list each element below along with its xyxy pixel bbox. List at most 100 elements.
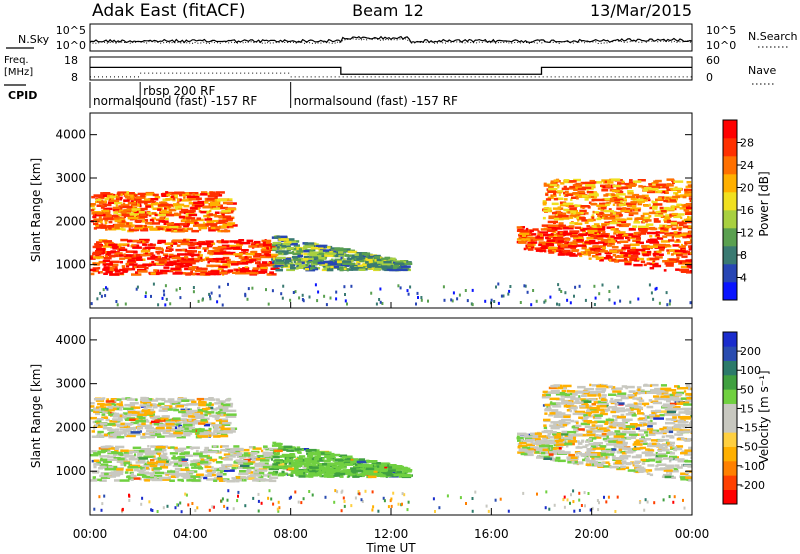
echo-cell [630,207,642,210]
noise-cell [218,285,221,289]
echo-cell [331,465,338,468]
echo-cell [166,228,172,232]
echo-cell [126,409,136,412]
echo-cell [128,423,131,427]
echo-cell [127,202,137,205]
echo-cell [626,204,637,207]
echo-cell [661,446,666,450]
echo-cell [672,195,681,199]
echo-cell [669,472,673,475]
echo-cell [595,252,602,256]
echo-cell [102,397,106,400]
echo-cell [173,448,180,451]
echo-cell [620,413,625,417]
echo-cell [638,185,643,188]
echo-cell [350,469,362,473]
echo-cell [160,204,171,207]
echo-cell [593,442,603,445]
echo-cell [603,194,609,197]
noise-cell [163,293,166,297]
echo-cell [583,251,586,254]
echo-cell [98,447,109,450]
echo-cell [248,245,258,248]
echo-cell [144,267,147,271]
echo-cell [629,450,634,453]
echo-cell [174,464,183,467]
echo-cell [154,431,161,435]
power-colorbar-tick-label-4: 20 [740,182,754,195]
echo-cell [155,218,165,222]
echo-cell [172,197,176,200]
echo-cell [140,448,151,451]
echo-cell [611,455,616,458]
echo-cell [100,192,104,195]
echo-cell [526,443,535,446]
echo-cell [611,448,617,451]
echo-cell [647,238,657,242]
echo-cell [634,464,642,468]
echo-cell [172,272,183,275]
echo-cell [520,439,524,442]
echo-cell [669,455,678,459]
echo-cell [144,412,154,415]
echo-cell [570,212,576,215]
echo-cell [99,455,110,458]
noise-cell [201,298,204,302]
echo-cell [600,429,611,433]
echo-cell [161,463,169,467]
echo-cell [168,424,176,428]
echo-cell [115,204,118,207]
echo-cell [589,226,595,229]
echo-cell [96,418,104,421]
freq-left-label-2: [MHz] [4,67,33,78]
echo-cell [626,217,633,221]
echo-cell [292,470,304,473]
noise-cell [308,295,311,299]
echo-cell [186,412,195,415]
noise-cell [617,285,620,289]
echo-cell [642,220,646,223]
echo-cell [325,465,331,469]
echo-cell [561,187,569,191]
echo-cell [214,200,221,203]
echo-cell [687,204,692,208]
echo-cell [259,475,264,479]
echo-cell [263,464,274,467]
echo-cell [618,448,623,452]
echo-cell [183,224,189,228]
echo-cell [625,236,630,240]
echo-cell [622,444,628,447]
echo-cell [543,182,547,186]
echo-cell [560,252,564,256]
echo-cell [97,430,104,434]
echo-cell [126,222,130,225]
echo-cell [679,233,691,237]
echo-cell [120,463,125,466]
echo-cell [123,215,126,219]
echo-cell [530,432,540,436]
power-heatmap [90,178,692,307]
echo-cell [598,234,609,238]
echo-cell [180,458,189,461]
echo-cell [95,224,103,227]
echo-cell [119,257,126,260]
echo-cell [593,198,605,202]
echo-cell [679,268,689,272]
noise-cell [136,285,139,289]
noise-cell [100,294,103,298]
echo-cell [113,403,117,406]
echo-cell [184,398,195,402]
echo-cell [222,256,230,260]
echo-cell [184,256,189,259]
echo-cell [142,247,147,250]
echo-cell [182,464,190,467]
echo-cell [653,218,659,221]
echo-cell [612,457,621,460]
echo-cell [130,431,140,434]
echo-cell [95,399,105,402]
power-colorbar-cell-9 [723,120,737,139]
noise-cell [458,293,461,297]
echo-cell [558,193,561,197]
echo-cell [157,227,164,230]
echo-cell [170,254,180,258]
